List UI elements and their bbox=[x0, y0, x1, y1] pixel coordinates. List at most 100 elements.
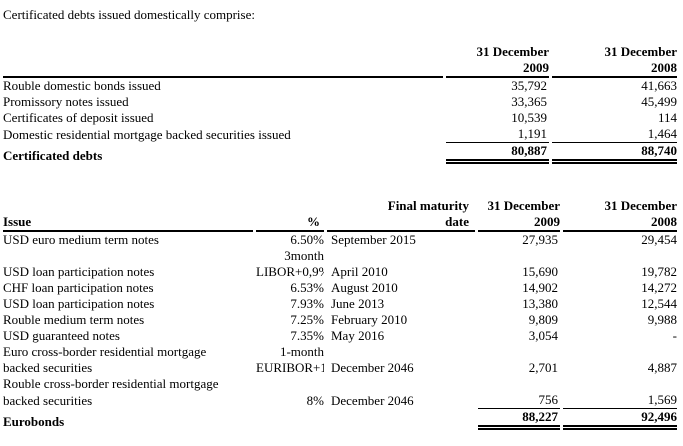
value-2009-cell: 9,809 bbox=[528, 312, 558, 327]
rate-cell: 1-month bbox=[279, 344, 324, 359]
total-label-cell: Eurobonds bbox=[3, 414, 65, 429]
total-2008-cell: 88,740 bbox=[552, 143, 677, 164]
dec-2009-column-header: 31 December 2009 bbox=[446, 39, 549, 78]
maturity-column-header: Final maturity date bbox=[327, 191, 475, 232]
value-2008-cell bbox=[563, 376, 677, 392]
value-2008-cell: 1,464 bbox=[552, 126, 677, 143]
maturity-header-line2: date bbox=[445, 214, 469, 229]
value-2008-cell: 29,454 bbox=[641, 232, 677, 247]
value-2009-cell bbox=[478, 344, 560, 360]
table-row: USD loan participation notes 7.93% June … bbox=[3, 296, 677, 312]
maturity-cell: August 2010 bbox=[331, 280, 398, 295]
dec-2008-header-line1: 31 December bbox=[604, 44, 677, 59]
value-2008-cell: 45,499 bbox=[641, 94, 677, 109]
table-header-row: Issue % Final maturity date 31 December … bbox=[3, 191, 677, 232]
maturity-header-line1: Final maturity bbox=[387, 198, 469, 213]
value-2009-cell: 35,792 bbox=[511, 78, 547, 93]
value-2008-cell: 114 bbox=[657, 110, 677, 125]
value-2008-cell: 1,569 bbox=[563, 392, 677, 409]
table-row: backed securities EURIBOR+1.3% December … bbox=[3, 360, 677, 376]
rate-cell bbox=[256, 409, 324, 430]
rate-column-header: % bbox=[256, 191, 324, 232]
rate-cell: LIBOR+0,9% bbox=[256, 264, 324, 279]
table-row: 3month bbox=[3, 248, 677, 264]
table-row: USD guaranteed notes 7.35% May 2016 3,05… bbox=[3, 328, 677, 344]
maturity-cell bbox=[327, 248, 475, 264]
maturity-cell: September 2015 bbox=[331, 232, 416, 247]
dec-2009-header-line2: 2009 bbox=[534, 214, 560, 229]
value-2009-cell: 1,191 bbox=[446, 126, 549, 143]
dec-2009-header-line2: 2009 bbox=[523, 60, 549, 75]
dec-2008-header-line2: 2008 bbox=[651, 60, 677, 75]
table-row: Domestic residential mortgage backed sec… bbox=[3, 126, 677, 143]
maturity-cell: December 2046 bbox=[331, 393, 414, 408]
table-row: Euro cross-border residential mortgage 1… bbox=[3, 344, 677, 360]
issue-column-header: Issue bbox=[3, 191, 253, 232]
issue-cell: Rouble medium term notes bbox=[3, 312, 145, 327]
dec-2009-header-line1: 31 December bbox=[476, 44, 549, 59]
table-row: Promissory notes issued 33,365 45,499 bbox=[3, 94, 677, 110]
value-2008-cell: 14,272 bbox=[641, 280, 677, 295]
table-row: CHF loan participation notes 6.53% Augus… bbox=[3, 280, 677, 296]
dec-2008-header-line2: 2008 bbox=[651, 214, 677, 229]
total-2008-cell: 92,496 bbox=[563, 409, 677, 430]
total-2009-cell: 80,887 bbox=[446, 143, 549, 164]
table-row: Rouble cross-border residential mortgage bbox=[3, 376, 677, 392]
domestic-debts-table: 31 December 2009 31 December 2008 Rouble… bbox=[0, 39, 680, 164]
label-cell: Promissory notes issued bbox=[3, 94, 129, 109]
value-2008-cell bbox=[563, 248, 677, 264]
document-page: Certificated debts issued domestically c… bbox=[0, 7, 683, 430]
dec-2008-column-header: 31 December 2008 bbox=[563, 191, 677, 232]
value-2009-cell: 2,701 bbox=[528, 360, 558, 375]
label-cell: Rouble domestic bonds issued bbox=[3, 78, 161, 93]
rate-cell: 7.35% bbox=[290, 328, 324, 343]
maturity-cell: February 2010 bbox=[331, 312, 408, 327]
maturity-cell: June 2013 bbox=[331, 296, 385, 311]
table-row: backed securities 8% December 2046 756 1… bbox=[3, 392, 677, 409]
empty-header-cell bbox=[3, 39, 443, 78]
total-label-cell: Certificated debts bbox=[3, 148, 103, 163]
issue-cell: Rouble cross-border residential mortgage bbox=[3, 376, 219, 391]
value-2008-cell: 41,663 bbox=[641, 78, 677, 93]
value-2008-cell bbox=[563, 344, 677, 360]
issue-cell: Euro cross-border residential mortgage bbox=[3, 344, 207, 359]
dec-2009-column-header: 31 December 2009 bbox=[478, 191, 560, 232]
value-2008-cell: 19,782 bbox=[641, 264, 677, 279]
maturity-cell bbox=[327, 409, 475, 430]
eurobonds-table: Issue % Final maturity date 31 December … bbox=[0, 191, 680, 430]
issue-cell: USD guaranteed notes bbox=[3, 328, 120, 343]
table-header-row: 31 December 2009 31 December 2008 bbox=[3, 39, 677, 78]
maturity-cell: December 2046 bbox=[331, 360, 414, 375]
rate-cell: 7.93% bbox=[290, 296, 324, 311]
table-row: USD euro medium term notes 6.50% Septemb… bbox=[3, 232, 677, 248]
issue-cell bbox=[3, 248, 253, 264]
issue-cell: backed securities bbox=[3, 360, 93, 375]
value-2009-cell: 13,380 bbox=[522, 296, 558, 311]
value-2009-cell: 10,539 bbox=[511, 110, 547, 125]
dec-2009-header-line1: 31 December bbox=[487, 198, 560, 213]
rate-cell: 3month bbox=[284, 248, 324, 263]
maturity-cell bbox=[327, 376, 475, 392]
rate-cell: 6.50% bbox=[290, 232, 324, 247]
maturity-cell bbox=[327, 344, 475, 360]
value-2008-cell: 12,544 bbox=[641, 296, 677, 311]
maturity-cell: April 2010 bbox=[331, 264, 388, 279]
rate-cell: 8% bbox=[306, 393, 324, 408]
table-row: USD loan participation notes LIBOR+0,9% … bbox=[3, 264, 677, 280]
label-cell: Certificates of deposit issued bbox=[3, 110, 154, 125]
total-row: Certificated debts 80,887 88,740 bbox=[3, 143, 677, 164]
issue-cell: USD loan participation notes bbox=[3, 264, 155, 279]
value-2009-cell bbox=[478, 248, 560, 264]
value-2008-cell: 4,887 bbox=[647, 360, 677, 375]
total-2009-cell: 88,227 bbox=[478, 409, 560, 430]
total-row: Eurobonds 88,227 92,496 bbox=[3, 409, 677, 430]
issue-cell: CHF loan participation notes bbox=[3, 280, 154, 295]
value-2009-cell: 33,365 bbox=[511, 94, 547, 109]
table-row: Rouble medium term notes 7.25% February … bbox=[3, 312, 677, 328]
label-cell: Domestic residential mortgage backed sec… bbox=[3, 127, 291, 142]
dec-2008-column-header: 31 December 2008 bbox=[552, 39, 677, 78]
table-row: Rouble domestic bonds issued 35,792 41,6… bbox=[3, 78, 677, 94]
value-2009-cell: 27,935 bbox=[522, 232, 558, 247]
issue-cell: backed securities bbox=[3, 393, 93, 408]
issue-cell: USD euro medium term notes bbox=[3, 232, 159, 247]
